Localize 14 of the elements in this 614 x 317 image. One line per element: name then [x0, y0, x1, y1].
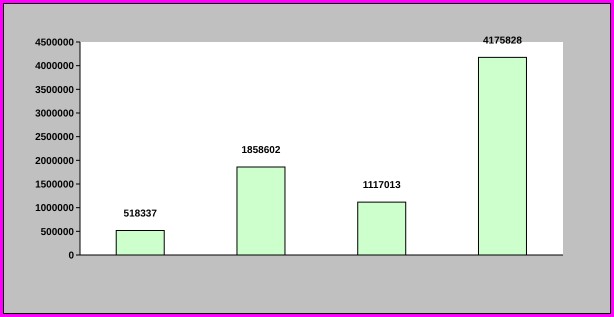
y-tick-label: 500000 — [40, 226, 74, 238]
y-tick-label: 2500000 — [35, 132, 74, 144]
y-tick-label: 3000000 — [35, 108, 74, 120]
y-tick-label: 4500000 — [35, 38, 74, 49]
y-tick-label: 2000000 — [35, 156, 74, 167]
data-label: 4175828 — [483, 35, 522, 46]
y-tick-label: 4000000 — [35, 61, 74, 72]
y-tick-label: 3500000 — [35, 84, 74, 96]
y-tick-label: 1000000 — [35, 203, 74, 214]
y-tick-label: 1500000 — [35, 180, 74, 191]
y-tick-label: 0 — [68, 250, 74, 262]
data-label: 1858602 — [242, 145, 281, 156]
data-label: 518337 — [124, 208, 158, 220]
data-label: 1117013 — [362, 180, 402, 192]
